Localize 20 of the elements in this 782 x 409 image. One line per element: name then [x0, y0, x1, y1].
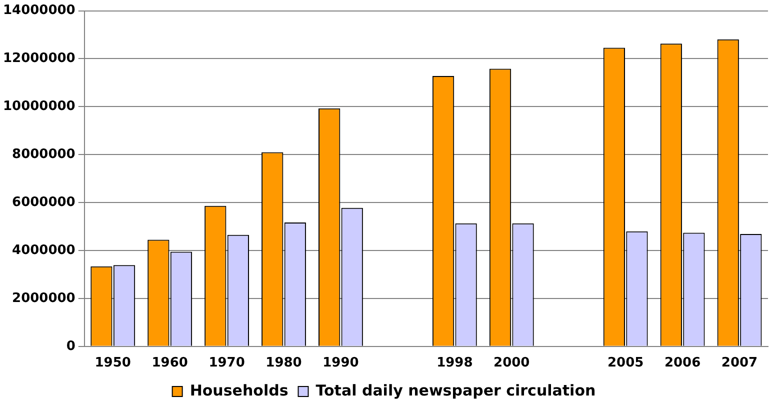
y-tick-label: 0: [66, 338, 76, 354]
y-tick-label: 4000000: [12, 242, 76, 258]
y-tick-label: 12000000: [2, 51, 76, 66]
legend-label: Households: [190, 381, 288, 400]
x-tick-label: 1998: [436, 356, 473, 371]
x-tick-label: 2007: [721, 356, 758, 371]
x-tick-label: 2005: [607, 356, 644, 371]
x-tick-label: 1970: [208, 356, 245, 371]
legend-label: Total daily newspaper circulation: [316, 381, 596, 400]
x-tick-label: 1980: [266, 356, 302, 371]
x-tick-label: 2000: [494, 356, 530, 371]
x-tick-label: 2006: [664, 356, 701, 371]
x-tick-label: 1950: [94, 356, 131, 371]
y-tick-label: 6000000: [12, 194, 76, 210]
y-tick-label: 8000000: [12, 147, 76, 162]
y-tick-label: 14000000: [2, 3, 76, 18]
x-tick-label: 1960: [152, 356, 188, 371]
y-tick-label: 10000000: [2, 99, 76, 114]
y-tick-label: 2000000: [12, 290, 76, 306]
x-tick-label: 1990: [322, 356, 359, 371]
